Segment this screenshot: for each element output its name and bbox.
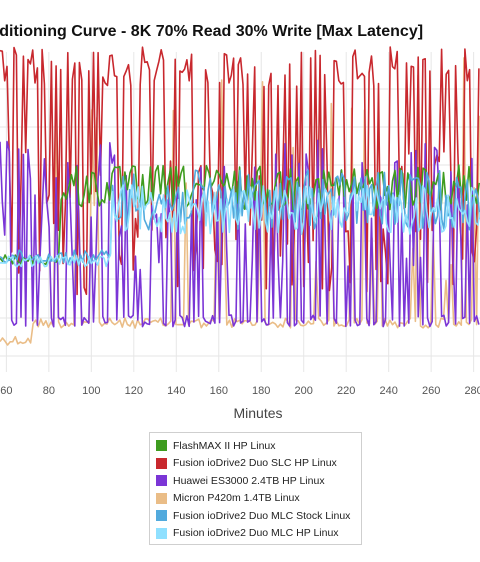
x-tick-label: 160: [210, 385, 228, 397]
series-line: [0, 164, 480, 266]
x-tick-label: 280: [464, 385, 480, 397]
legend-label: Fusion ioDrive2 Duo MLC HP Linux: [173, 527, 339, 540]
x-tick-label: 200: [295, 385, 313, 397]
x-tick-label: 80: [43, 385, 55, 397]
legend-swatch: [156, 475, 167, 487]
x-tick-label: 240: [379, 385, 397, 397]
chart-title: Preconditioning Curve - 8K 70% Read 30% …: [0, 23, 423, 40]
x-tick-label: 60: [0, 385, 12, 397]
legend-item: Fusion ioDrive2 Duo SLC HP Linux: [156, 455, 355, 473]
x-axis-label: Minutes: [233, 405, 282, 421]
legend-item: Fusion ioDrive2 Duo MLC HP Linux: [156, 525, 355, 543]
x-tick-label: 260: [422, 385, 440, 397]
legend-label: Fusion ioDrive2 Duo SLC HP Linux: [173, 457, 337, 470]
legend-item: Micron P420m 1.4TB Linux: [156, 490, 355, 508]
x-tick-label: 120: [125, 385, 143, 397]
legend-swatch: [156, 510, 167, 522]
x-tick-label: 180: [252, 385, 270, 397]
x-tick-label: 220: [337, 385, 355, 397]
x-tick-label: 140: [167, 385, 185, 397]
legend-swatch: [156, 457, 167, 469]
legend: FlashMAX II HP Linux Fusion ioDrive2 Duo…: [149, 432, 362, 545]
series-line: [0, 169, 480, 265]
x-tick-label: 100: [82, 385, 100, 397]
legend-item: Fusion ioDrive2 Duo MLC Stock Linux: [156, 507, 355, 525]
legend-label: FlashMAX II HP Linux: [173, 439, 276, 452]
series-layer: [0, 46, 480, 346]
legend-label: Micron P420m 1.4TB Linux: [173, 492, 300, 505]
legend-label: Fusion ioDrive2 Duo MLC Stock Linux: [173, 509, 351, 522]
legend-item: FlashMAX II HP Linux: [156, 437, 355, 455]
legend-swatch: [156, 527, 167, 539]
legend-swatch: [156, 440, 167, 452]
series-line: [0, 46, 480, 296]
legend-swatch: [156, 492, 167, 504]
series-line: [0, 139, 480, 328]
legend-item: Huawei ES3000 2.4TB HP Linux: [156, 472, 355, 490]
x-tick-labels: 60 80 100 120 140 160 180 200 220 240 260 280: [0, 385, 480, 397]
series-line: [0, 184, 480, 268]
legend-label: Huawei ES3000 2.4TB HP Linux: [173, 474, 325, 487]
